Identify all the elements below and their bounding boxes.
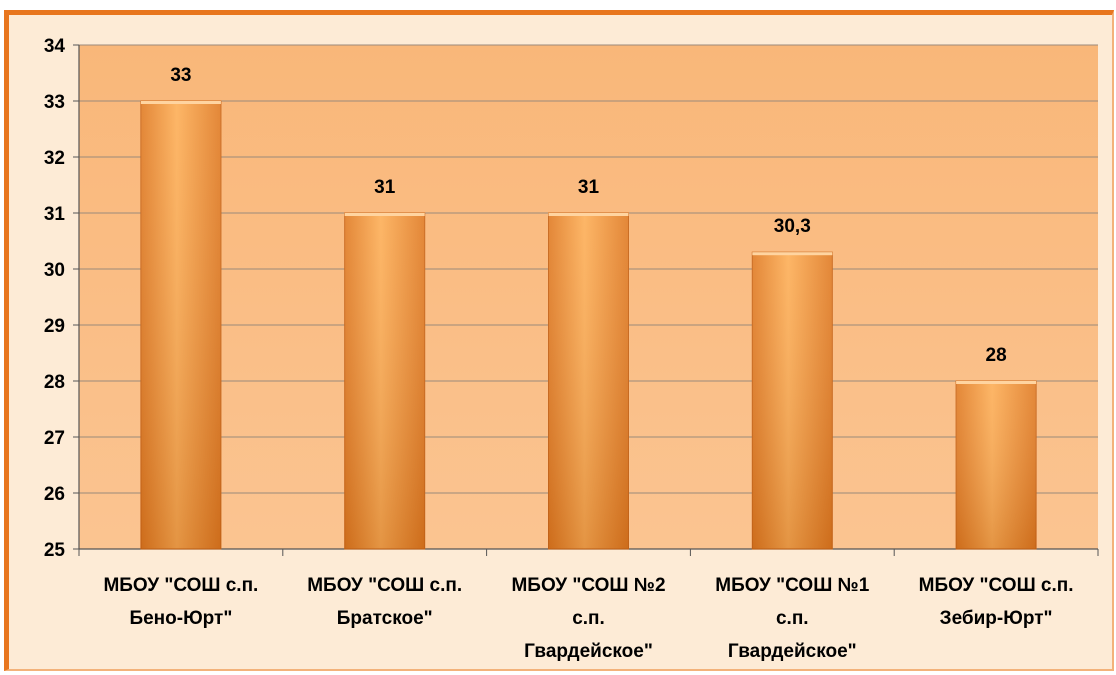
data-label: 31 (578, 177, 600, 198)
y-tick-label: 32 (44, 148, 65, 169)
y-tick-label: 31 (44, 204, 66, 225)
bar-top-highlight (344, 213, 425, 216)
category-label: МБОУ "СОШ с.п. Зебир-Юрт" (919, 575, 1074, 629)
category-label-line: Зебир-Юрт" (940, 608, 1053, 629)
category-label-line: с.п. (776, 608, 809, 629)
category-label-line: Бено-Юрт" (129, 608, 232, 629)
y-tick-label: 30 (44, 260, 65, 281)
category-label-line: Гвардейское" (524, 641, 653, 662)
bar-top-highlight (752, 252, 833, 256)
category-label: МБОУ "СОШ с.п. Бено-Юрт" (103, 575, 258, 629)
y-tick-label: 33 (44, 92, 65, 113)
bar-top-highlight (140, 101, 221, 104)
y-tick-label: 26 (44, 484, 65, 505)
data-label: 31 (374, 177, 396, 198)
bar-top-highlight (956, 381, 1037, 384)
category-label-line: МБОУ "СОШ №2 (511, 575, 665, 596)
category-label-line: с.п. (572, 608, 605, 629)
y-tick-label: 28 (44, 372, 65, 393)
category-label-line: МБОУ "СОШ с.п. (919, 575, 1074, 596)
y-tick-label: 25 (44, 540, 66, 561)
category-label-line: Братское" (337, 608, 433, 629)
data-label: 28 (986, 345, 1007, 366)
bar-shade (752, 252, 833, 549)
data-label: 30,3 (774, 216, 811, 237)
category-label: МБОУ "СОШ с.п. Братское" (307, 575, 462, 629)
category-label-line: МБОУ "СОШ №1 (715, 575, 869, 596)
category-label-line: МБОУ "СОШ с.п. (307, 575, 462, 596)
bar-shade (548, 213, 629, 549)
y-tick-label: 27 (44, 428, 65, 449)
bar-shade (140, 101, 221, 549)
bar-top-highlight (548, 213, 629, 216)
y-tick-label: 29 (44, 316, 65, 337)
category-label-line: Гвардейское" (728, 641, 857, 662)
category-label-line: МБОУ "СОШ с.п. (103, 575, 258, 596)
data-label: 33 (170, 65, 191, 86)
category-label: МБОУ "СОШ №1 с.п. Гвардейское" (715, 575, 869, 662)
bar-shade (956, 381, 1037, 549)
y-tick-label: 34 (44, 36, 66, 57)
category-label: МБОУ "СОШ №2 с.п. Гвардейское" (511, 575, 665, 662)
bar-shade (344, 213, 425, 549)
